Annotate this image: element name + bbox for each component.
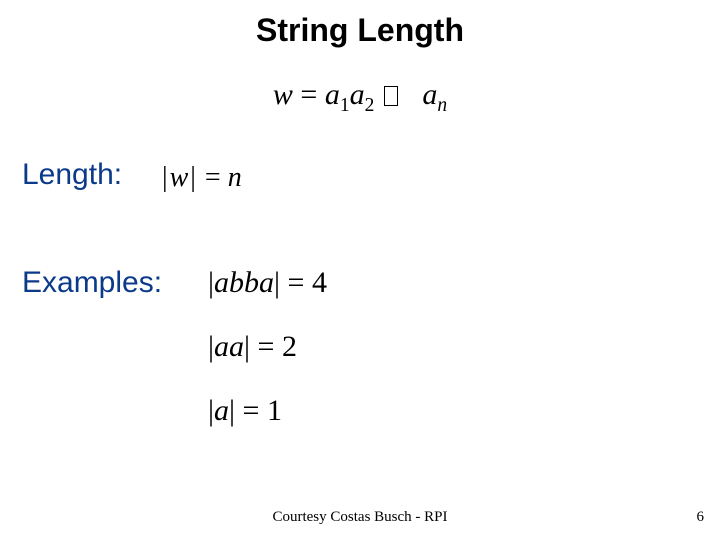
example-string: abba (214, 266, 274, 299)
abs-bar-right: | (244, 330, 250, 364)
abs-bar-right: | (274, 266, 280, 300)
length-equation: |w| = n (160, 162, 242, 194)
formula-sub2: 2 (365, 95, 375, 116)
example-row: |aa| = 2 (208, 330, 297, 364)
formula-an: a (422, 78, 437, 111)
example-value: 1 (267, 394, 282, 427)
equals-sign: = (288, 266, 312, 299)
formula-a1: a (325, 78, 340, 111)
formula-a2: a (350, 78, 365, 111)
example-row: |abba| = 4 (208, 266, 327, 300)
example-row: |a| = 1 (208, 394, 282, 428)
formula-sub1: 1 (340, 95, 350, 116)
example-value: 4 (312, 266, 327, 299)
page-number: 6 (697, 509, 705, 526)
examples-label: Examples: (22, 266, 162, 300)
formula-lhs: w (273, 78, 293, 111)
example-string: aa (214, 330, 244, 363)
abs-bar-left: | (160, 162, 170, 194)
equals-sign: = (243, 394, 267, 427)
abs-bar-right: | (229, 394, 235, 428)
footer-attribution: Courtesy Costas Busch - RPI (0, 509, 720, 526)
length-lhs: w (170, 162, 189, 193)
string-definition-formula: w = a1a2 an (0, 78, 720, 117)
page-title: String Length (0, 12, 720, 49)
length-rhs: n (228, 162, 242, 193)
formula-subn: n (437, 95, 447, 116)
length-label: Length: (22, 158, 122, 192)
equals-sign: = (258, 330, 282, 363)
equals-sign: = (300, 78, 324, 111)
abs-bar-right: | (188, 162, 198, 194)
example-value: 2 (282, 330, 297, 363)
ellipsis-box-icon (384, 86, 398, 106)
example-string: a (214, 394, 229, 427)
equals-sign: = (205, 162, 228, 193)
